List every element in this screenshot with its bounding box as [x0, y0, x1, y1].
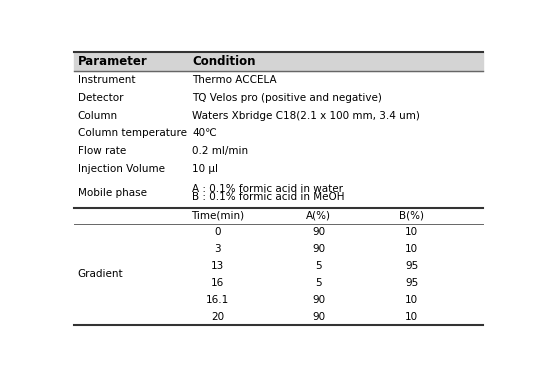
Text: Waters Xbridge C18(2.1 x 100 mm, 3.4 um): Waters Xbridge C18(2.1 x 100 mm, 3.4 um) — [193, 111, 421, 121]
Text: Parameter: Parameter — [78, 55, 147, 68]
Text: 0: 0 — [214, 227, 221, 237]
Text: TQ Velos pro (positive and negative): TQ Velos pro (positive and negative) — [193, 93, 382, 103]
Text: Instrument: Instrument — [78, 75, 135, 85]
Text: 20: 20 — [211, 312, 224, 322]
Text: Thermo ACCELA: Thermo ACCELA — [193, 75, 277, 85]
Text: 90: 90 — [312, 244, 325, 254]
Text: 3: 3 — [214, 244, 221, 254]
Text: 5: 5 — [316, 261, 322, 271]
Text: 10: 10 — [405, 244, 418, 254]
Text: 10 μl: 10 μl — [193, 164, 218, 174]
Text: 10: 10 — [405, 295, 418, 305]
Bar — [75, 52, 483, 71]
Text: B : 0.1% formic acid in MeOH: B : 0.1% formic acid in MeOH — [193, 192, 345, 202]
Text: Mobile phase: Mobile phase — [78, 188, 147, 198]
Text: 10: 10 — [405, 227, 418, 237]
Text: 95: 95 — [405, 278, 418, 288]
Text: 5: 5 — [316, 278, 322, 288]
Text: 16: 16 — [211, 278, 224, 288]
Text: 90: 90 — [312, 227, 325, 237]
Text: Injection Volume: Injection Volume — [78, 164, 165, 174]
Text: Time(min): Time(min) — [191, 211, 244, 221]
Text: 90: 90 — [312, 295, 325, 305]
Text: Column: Column — [78, 111, 118, 121]
Text: 0.2 ml/min: 0.2 ml/min — [193, 146, 249, 156]
Text: 90: 90 — [312, 312, 325, 322]
Text: 13: 13 — [211, 261, 224, 271]
Text: A(%): A(%) — [306, 211, 331, 221]
Text: Column temperature: Column temperature — [78, 128, 187, 138]
Text: A : 0.1% formic acid in water: A : 0.1% formic acid in water — [193, 184, 343, 194]
Text: 16.1: 16.1 — [206, 295, 229, 305]
Text: Gradient: Gradient — [78, 269, 123, 279]
Text: 10: 10 — [405, 312, 418, 322]
Text: Condition: Condition — [193, 55, 256, 68]
Text: Flow rate: Flow rate — [78, 146, 126, 156]
Text: Detector: Detector — [78, 93, 123, 103]
Text: 40℃: 40℃ — [193, 128, 217, 138]
Text: B(%): B(%) — [399, 211, 424, 221]
Text: 95: 95 — [405, 261, 418, 271]
